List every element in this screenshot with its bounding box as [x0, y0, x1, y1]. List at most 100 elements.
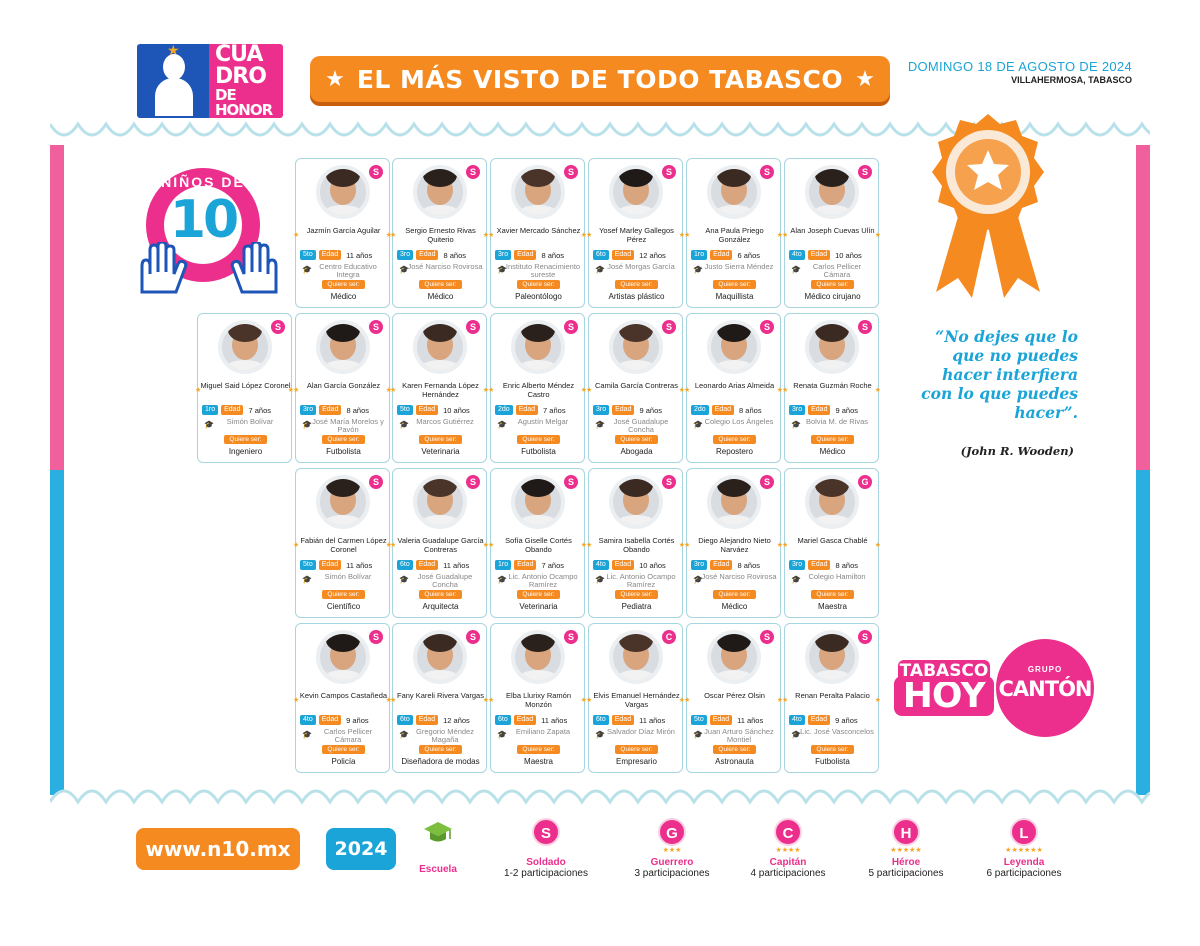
- star-icon: ★: [855, 66, 875, 91]
- quiere-ser-label: Quiere ser:: [811, 280, 854, 289]
- graduation-cap-icon: 🎓: [595, 420, 605, 429]
- kid-age: 9 años: [639, 405, 663, 415]
- kid-meta: 5to Edad 11 años: [300, 250, 387, 260]
- quiere-ser-label: Quiere ser:: [713, 590, 756, 599]
- graduation-cap-icon: [424, 822, 452, 842]
- kid-aspiration: Policía: [331, 757, 356, 766]
- star-icon: ★: [678, 232, 685, 239]
- quiere-ser-label: Quiere ser:: [517, 280, 560, 289]
- kid-card: S ★ ★ Xavier Mercado Sánchez 3ro Edad 8 años 🎓 I…: [488, 158, 587, 308]
- legend-item: Escuela: [378, 818, 498, 875]
- kid-aspiration: Médico: [819, 447, 846, 456]
- kid-meta: 5to Edad 10 años: [397, 405, 484, 415]
- stars-icon: ★★★★★★: [1005, 847, 1043, 854]
- star-icon: ★: [293, 542, 300, 549]
- kid-aspiration: Futbolista: [521, 447, 556, 456]
- kid-school: Gregorio Méndez Magaña: [416, 727, 474, 744]
- star-icon: ★: [488, 232, 495, 239]
- kid-age: 12 años: [639, 250, 666, 260]
- kid-school: Bolvia M. de Rivas: [805, 417, 869, 426]
- star-icon: ★: [385, 542, 392, 549]
- kid-meta: 4to Edad 10 años: [593, 560, 680, 570]
- participation-level-badge: S: [369, 165, 383, 179]
- grade-badge: 6to: [593, 250, 609, 260]
- kid-age: 9 años: [835, 405, 859, 415]
- kid-photo: [805, 475, 859, 529]
- quiere-ser-label: Quiere ser:: [322, 745, 365, 754]
- edad-label: Edad: [807, 250, 831, 260]
- star-icon: ★: [586, 387, 593, 394]
- star-icon: ★: [684, 232, 691, 239]
- star-icon: ★: [390, 387, 397, 394]
- participation-level-badge: S: [858, 630, 872, 644]
- participation-level-badge: S: [564, 475, 578, 489]
- medal-icon: [932, 114, 1044, 298]
- level-g-badge: G: [658, 818, 686, 846]
- kid-aspiration: Científico: [326, 602, 361, 611]
- kid-school: José María Morelos y Pavón: [312, 417, 384, 434]
- quiere-ser-label: Quiere ser:: [419, 590, 462, 599]
- star-icon: ★: [782, 387, 789, 394]
- edad-label: Edad: [221, 405, 244, 415]
- grade-badge: 3ro: [495, 250, 512, 260]
- kid-age: 11 años: [541, 715, 568, 725]
- kid-aspiration: Maestra: [818, 602, 847, 611]
- star-icon: ★: [580, 387, 587, 394]
- kid-name: Alan García González: [306, 381, 381, 390]
- graduation-cap-icon: 🎓: [595, 265, 605, 274]
- kid-age: 6 años: [737, 250, 761, 260]
- headline-banner: ★ EL MÁS VISTO DE TODO TABASCO ★: [310, 56, 890, 102]
- kid-photo: [609, 475, 663, 529]
- kid-card: S ★ ★ Renata Guzmán Roche 3ro Edad 9 años 🎓 Bolv…: [782, 313, 881, 463]
- grade-badge: 5to: [397, 405, 413, 415]
- star-icon: ★: [488, 697, 495, 704]
- side-stripe-right: [1136, 145, 1150, 795]
- kid-aspiration: Veterinaria: [421, 447, 460, 456]
- star-icon: ★: [580, 542, 587, 549]
- legend-name: Escuela: [419, 864, 457, 875]
- participation-level-badge: S: [662, 475, 676, 489]
- participation-level-badge: S: [369, 475, 383, 489]
- kid-card: S ★ ★ Enric Alberto Méndez Castro 2do Edad 7 a…: [488, 313, 587, 463]
- kid-aspiration: Médico: [330, 292, 357, 301]
- kid-meta: 3ro Edad 8 años: [300, 405, 387, 415]
- kid-school: Simón Bolívar: [324, 572, 372, 581]
- quote-text: “No dejes que lo que no puedes hacer int…: [921, 327, 1078, 422]
- kid-aspiration: Paleontólogo: [515, 292, 562, 301]
- level-l-badge: L: [1010, 818, 1038, 846]
- kid-photo: [218, 320, 272, 374]
- star-icon: ★: [390, 542, 397, 549]
- grade-badge: 6to: [397, 560, 413, 570]
- edad-label: Edad: [710, 250, 733, 260]
- kid-aspiration: Médico: [721, 602, 748, 611]
- kid-age: 12 años: [443, 715, 470, 725]
- star-icon: ★: [678, 542, 685, 549]
- quiere-ser-label: Quiere ser:: [224, 435, 267, 444]
- grade-badge: 3ro: [300, 405, 317, 415]
- dateline: DOMINGO 18 DE AGOSTO DE 2024 VILLAHERMOS…: [908, 59, 1132, 85]
- stars-icon: [486, 846, 606, 856]
- kid-meta: 1ro Edad 6 años: [691, 250, 778, 260]
- graduation-cap-icon: 🎓: [791, 730, 801, 739]
- website-link[interactable]: www.n10.mx: [136, 828, 300, 870]
- kid-aspiration: Astronauta: [715, 757, 754, 766]
- edad-label: Edad: [807, 715, 831, 725]
- kid-age: 10 años: [639, 560, 666, 570]
- kid-card: S ★ ★ Jazmín García Aguilar 5to Edad 11 años 🎓 C…: [293, 158, 392, 308]
- participation-level-badge: S: [466, 320, 480, 334]
- star-icon: ★: [385, 232, 392, 239]
- kid-aspiration: Médico cirujano: [804, 292, 861, 301]
- kid-name: Kevin Campos Castañeda: [299, 691, 388, 700]
- quiere-ser-label: Quiere ser:: [517, 745, 560, 754]
- star-icon: ★: [586, 232, 593, 239]
- logo-wordmark: CUA DRO DE HONOR: [209, 44, 283, 118]
- kid-age: 10 años: [835, 250, 862, 260]
- edad-label: Edad: [318, 560, 342, 570]
- kid-aspiration: Empresario: [616, 757, 657, 766]
- kid-age: 8 años: [737, 560, 761, 570]
- kid-photo: [609, 320, 663, 374]
- side-stripe-left: [50, 145, 64, 795]
- quiere-ser-label: Quiere ser:: [517, 435, 560, 444]
- grade-badge: 6to: [495, 715, 511, 725]
- star-icon: ★: [488, 542, 495, 549]
